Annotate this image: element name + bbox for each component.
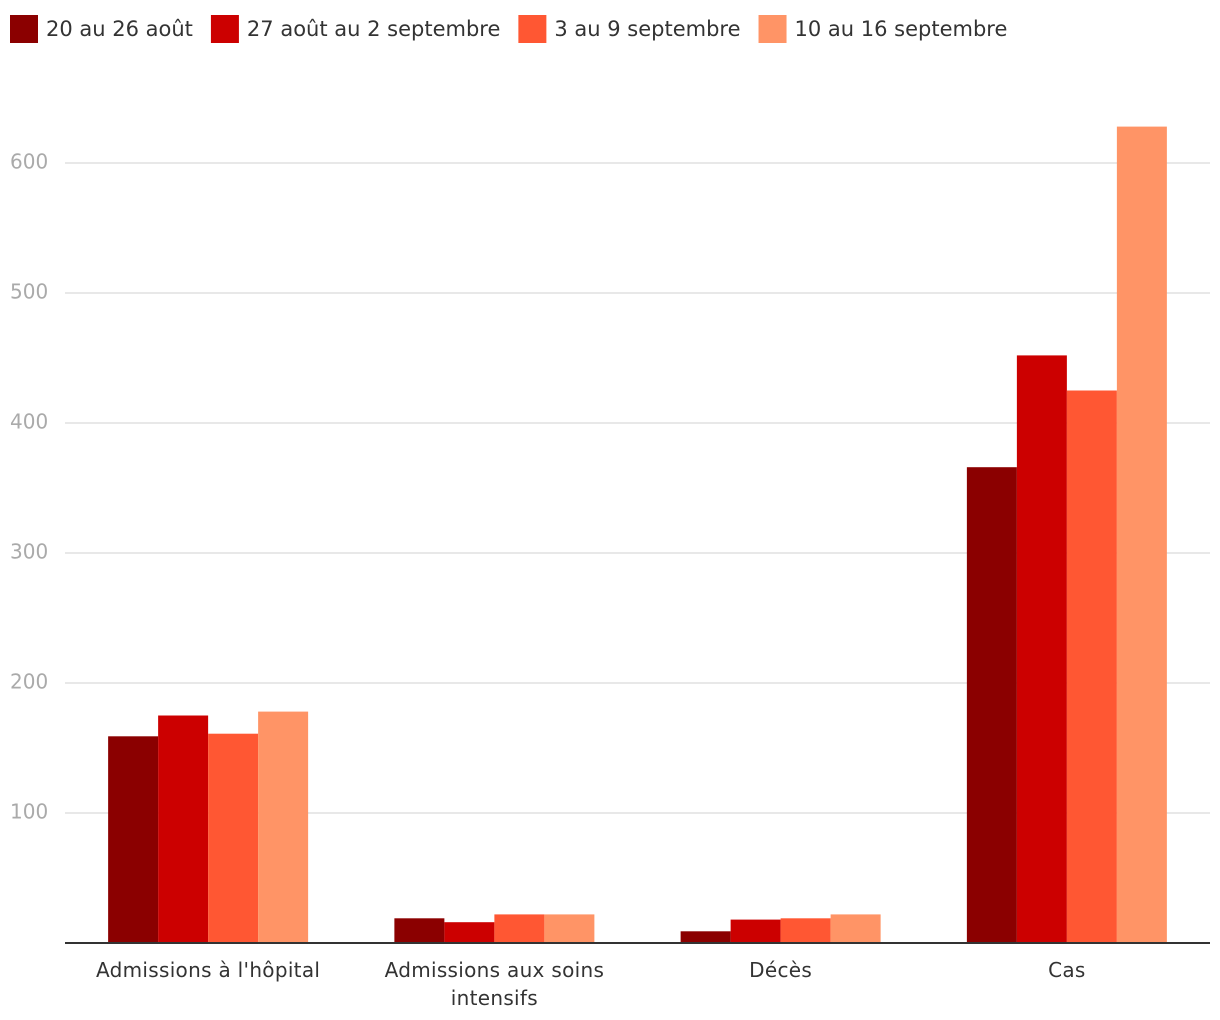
legend-label: 27 août au 2 septembre — [247, 17, 500, 41]
y-tick-label: 100 — [10, 800, 48, 824]
bar — [1016, 355, 1067, 943]
y-tick-label: 300 — [10, 540, 48, 564]
bar — [544, 914, 595, 943]
legend-label: 3 au 9 septembre — [554, 17, 740, 41]
y-tick-label: 600 — [10, 150, 48, 174]
x-tick-label: Décès — [749, 958, 813, 982]
bar — [1066, 390, 1117, 943]
bar — [730, 919, 781, 943]
y-tick-label: 400 — [10, 410, 48, 434]
legend-swatch — [758, 15, 787, 43]
legend-label: 20 au 26 août — [46, 17, 193, 41]
legend-swatch — [10, 15, 38, 43]
bar — [258, 711, 309, 943]
bar — [966, 467, 1017, 943]
bar — [680, 931, 731, 943]
y-tick-label: 200 — [10, 670, 48, 694]
bar — [494, 914, 545, 943]
legend-swatch — [518, 15, 547, 43]
legend-label: 10 au 16 septembre — [795, 17, 1008, 41]
bar — [158, 715, 209, 943]
bar — [1116, 126, 1167, 944]
bar — [444, 922, 495, 943]
bar — [208, 733, 259, 943]
x-tick-label: Admissions aux soins intensifs — [384, 958, 605, 1010]
bar — [394, 918, 445, 943]
x-tick-label: Cas — [1048, 958, 1086, 982]
x-tick-label: Admissions à l'hôpital — [96, 958, 321, 982]
legend-swatch — [210, 15, 239, 43]
bar — [830, 914, 881, 943]
y-tick-label: 500 — [10, 280, 48, 304]
bar — [108, 736, 159, 943]
bar — [780, 918, 831, 943]
